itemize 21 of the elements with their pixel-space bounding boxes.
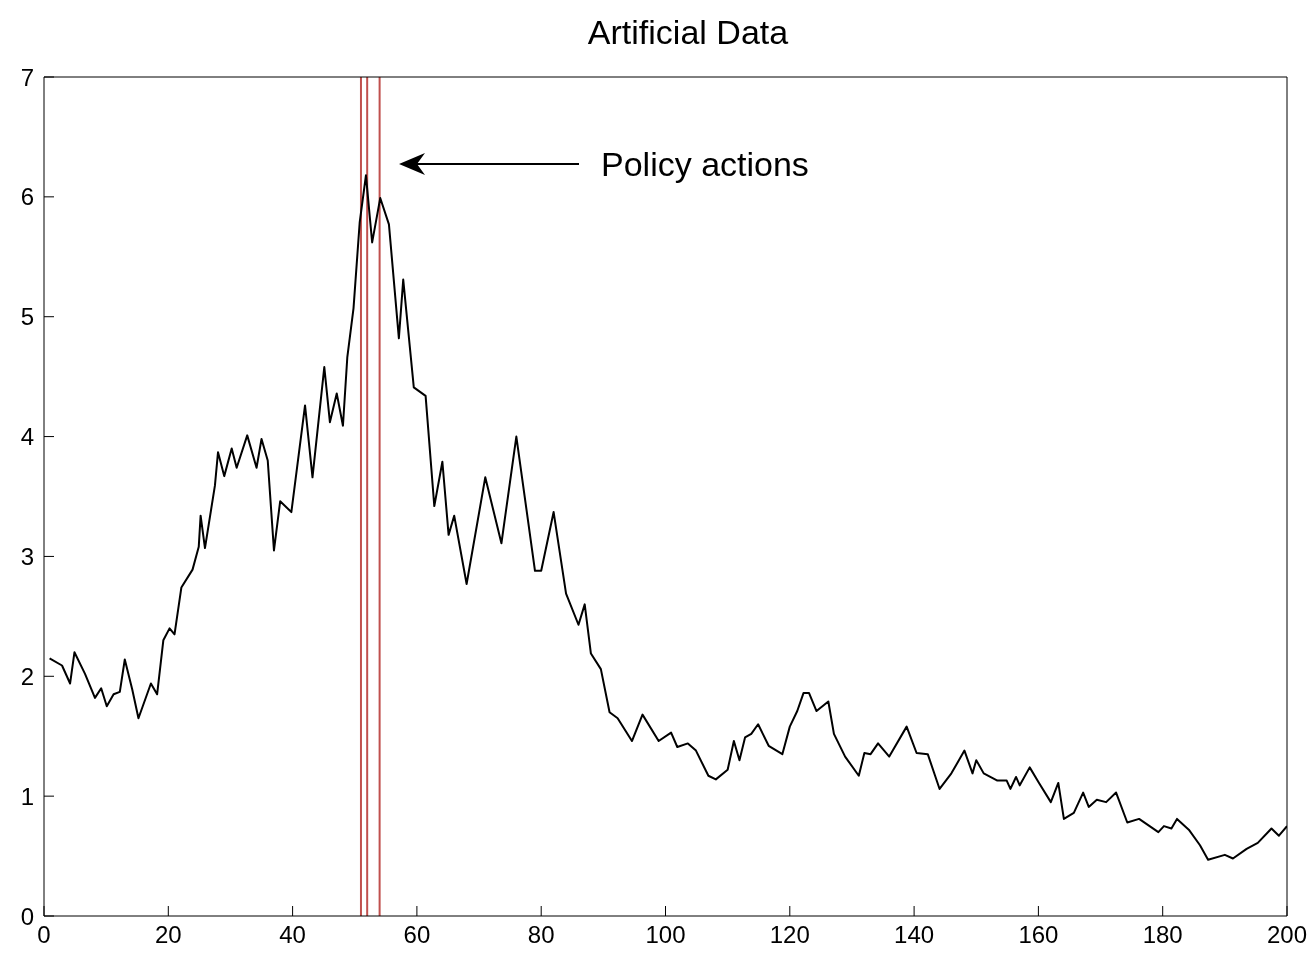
y-tick-label: 1 bbox=[20, 782, 34, 810]
x-tick-label: 160 bbox=[1018, 921, 1059, 949]
x-tick-label: 20 bbox=[154, 921, 182, 949]
x-tick-label: 140 bbox=[894, 921, 935, 949]
x-tick-label: 180 bbox=[1142, 921, 1183, 949]
x-tick-label: 200 bbox=[1266, 921, 1308, 949]
y-tick-label: 0 bbox=[20, 902, 34, 930]
y-tick-label: 3 bbox=[20, 542, 34, 570]
y-tick-label: 7 bbox=[20, 63, 34, 91]
y-tick-label: 4 bbox=[20, 423, 34, 451]
chart-title: Artificial Data bbox=[586, 12, 790, 53]
annotation: Policy actions bbox=[601, 144, 809, 184]
x-tick-label: 120 bbox=[769, 921, 810, 949]
x-tick-label: 40 bbox=[279, 921, 306, 949]
y-tick-label: 2 bbox=[20, 662, 34, 690]
y-tick-label: 5 bbox=[20, 303, 34, 331]
x-tick-label: 60 bbox=[403, 921, 431, 949]
x-tick-label: 100 bbox=[645, 921, 686, 949]
y-tick-label: 6 bbox=[20, 183, 34, 211]
x-tick-label: 80 bbox=[527, 921, 555, 949]
x-tick-label: 0 bbox=[37, 921, 51, 949]
